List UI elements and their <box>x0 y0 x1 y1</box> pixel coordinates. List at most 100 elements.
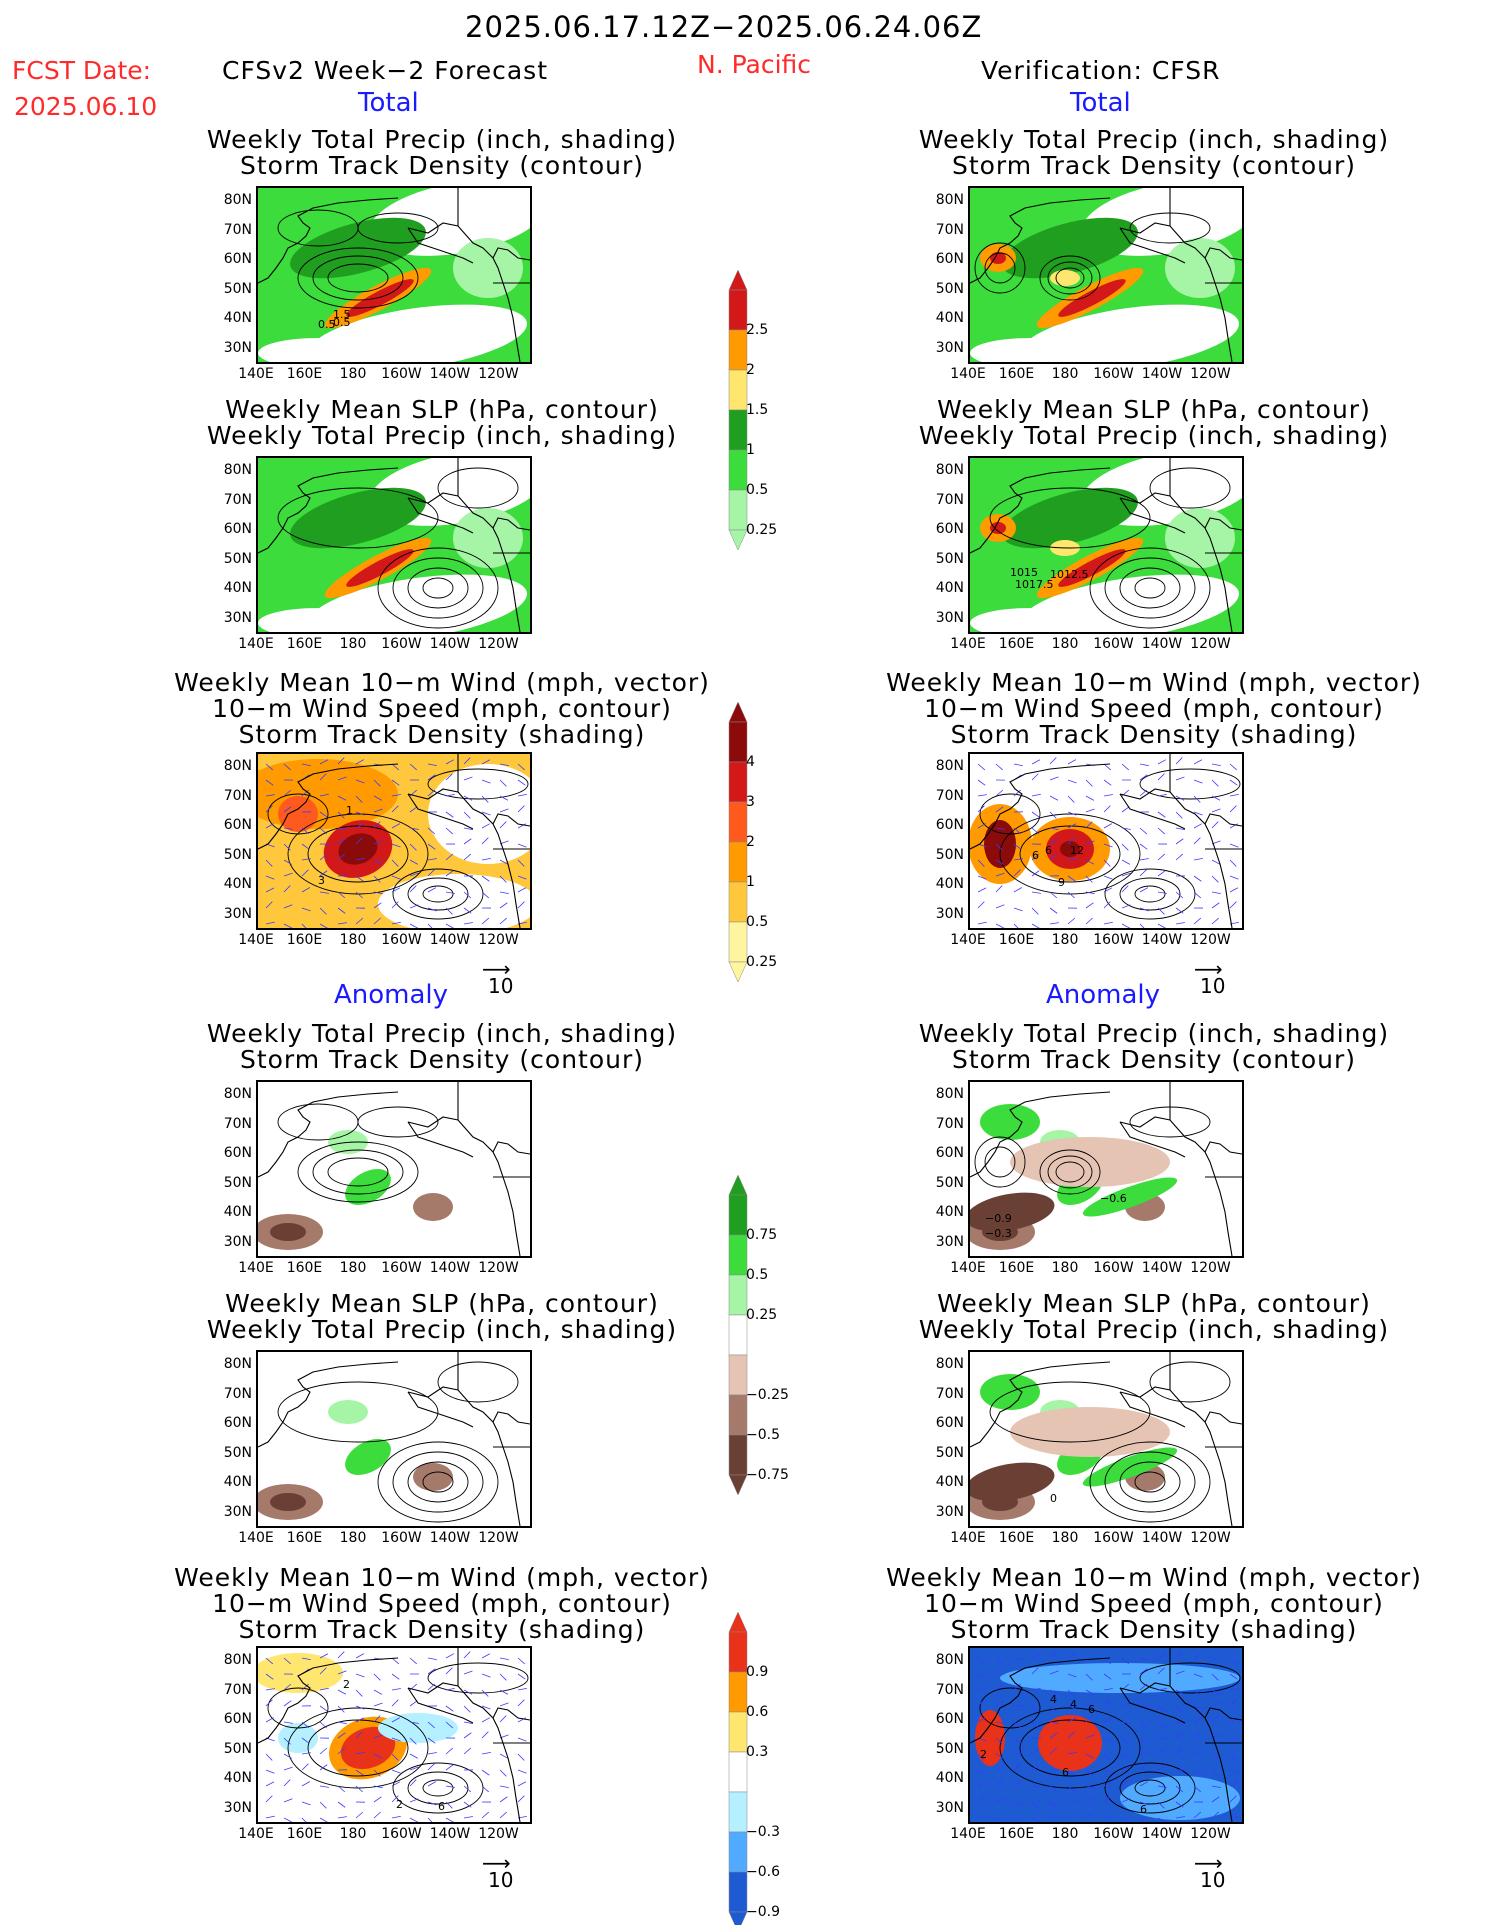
wind-vector <box>977 1795 985 1803</box>
wind-vector <box>481 1811 490 1819</box>
x-tick-label: 120W <box>1190 636 1231 652</box>
wind-vector <box>1157 923 1166 928</box>
wind-vector <box>1193 1769 1202 1776</box>
wind-vector <box>319 759 329 765</box>
wind-vector <box>1103 859 1111 867</box>
wind-vector <box>337 795 347 801</box>
wind-vector <box>517 1699 525 1707</box>
wind-vector <box>445 1721 454 1729</box>
shade-area <box>970 1192 1055 1232</box>
wind-vector <box>409 1737 417 1745</box>
right-anomaly-label: Anomaly <box>1046 980 1161 1010</box>
wind-vector <box>445 1817 454 1822</box>
wind-vector <box>283 1753 293 1759</box>
wind-vector <box>1085 840 1095 845</box>
wind-vector <box>319 1687 329 1691</box>
wind-vector <box>1013 763 1023 767</box>
wind-vector <box>301 789 309 797</box>
coastline <box>258 1361 399 1448</box>
wind-vector <box>445 1653 455 1659</box>
wind-vector <box>1229 1795 1237 1803</box>
contour-line <box>297 1141 419 1203</box>
wind-vector <box>463 1721 473 1725</box>
wind-vector <box>283 806 292 813</box>
wind-vector <box>481 837 489 845</box>
colorbar-tick-label: 0.5 <box>746 1267 769 1283</box>
colorbar-tick-label: 0.5 <box>746 914 769 930</box>
wind-vector <box>427 763 437 766</box>
wind-vector <box>355 759 365 765</box>
wind-vector <box>1157 1785 1167 1788</box>
wind-vector <box>1229 1753 1237 1761</box>
x-tick-label: 140E <box>238 1530 274 1546</box>
wind-vector <box>445 793 455 797</box>
wind-vector <box>1121 1779 1129 1787</box>
wind-vector <box>301 1721 310 1729</box>
wind-vector <box>1193 823 1203 829</box>
wind-vector <box>1085 1689 1095 1695</box>
x-tick-label: 140W <box>429 366 471 382</box>
panel-title-line: Weekly Total Precip (inch, shading) <box>918 1019 1390 1048</box>
coastline <box>407 793 474 830</box>
y-tick-label: 70N <box>935 1681 964 1698</box>
x-tick-label: 160E <box>286 636 323 652</box>
wind-vector <box>1139 774 1148 781</box>
wind-vector <box>319 923 328 928</box>
wind-vector <box>1211 917 1220 925</box>
wind-vector <box>409 1753 419 1759</box>
wind-vector <box>265 901 273 909</box>
wind-vector <box>427 1752 437 1755</box>
wind-vector <box>1139 789 1148 797</box>
y-tick-label: 80N <box>935 192 964 208</box>
wind-vector <box>355 875 364 882</box>
wind-vector <box>499 795 509 801</box>
wind-vector <box>517 843 527 848</box>
wind-vector <box>337 1670 347 1675</box>
colorbar-tick-label: 2 <box>746 362 755 378</box>
wind-vector <box>283 1798 293 1803</box>
wind-vector <box>427 923 433 928</box>
x-tick-label: 140E <box>238 1826 274 1842</box>
x-tick-label: 140E <box>950 636 986 652</box>
wind-vector <box>1229 1717 1239 1723</box>
wind-vector <box>1229 763 1238 771</box>
coastline <box>492 247 530 261</box>
wind-vector <box>1067 1689 1075 1697</box>
contour-line <box>422 885 454 903</box>
y-tick-label: 80N <box>223 758 252 774</box>
wind-vector <box>499 1796 508 1803</box>
contour-label: 1.5 <box>333 308 351 321</box>
x-tick-label: 140W <box>1141 636 1183 652</box>
wind-vector <box>1031 1667 1039 1675</box>
wind-vector <box>1121 827 1131 830</box>
wind-vector <box>373 808 383 813</box>
wind-vector <box>1049 1801 1058 1808</box>
wind-vector <box>283 763 291 771</box>
contour-line <box>1134 1471 1166 1493</box>
wind-vector <box>319 793 329 797</box>
wind-vector <box>265 1781 275 1787</box>
coastline <box>1204 1707 1242 1721</box>
panel-title-line: Storm Track Density (shading) <box>950 720 1358 749</box>
wind-vector <box>355 857 365 861</box>
y-tick-label: 30N <box>935 339 964 356</box>
wind-vector <box>977 1657 986 1665</box>
wind-vector <box>517 1717 527 1723</box>
x-tick-label: 140E <box>238 366 274 382</box>
wind-vector <box>427 907 437 912</box>
wind-vector <box>1103 1673 1112 1680</box>
y-tick-label: 50N <box>223 550 252 567</box>
shade-area <box>290 487 426 549</box>
y-tick-label: 40N <box>223 1204 252 1220</box>
wind-vector <box>517 1753 525 1761</box>
wind-vector <box>1157 811 1166 818</box>
wind-vector <box>1121 806 1130 813</box>
wind-vector <box>409 859 419 865</box>
wind-vector <box>463 1732 472 1739</box>
wind-vector <box>301 763 311 767</box>
wind-vector <box>517 1687 527 1691</box>
shading-layer <box>970 1648 1242 1822</box>
wind-vector <box>1211 779 1219 787</box>
colorbar-tick-label: −0.75 <box>746 1467 789 1483</box>
wind-vector <box>499 859 509 865</box>
